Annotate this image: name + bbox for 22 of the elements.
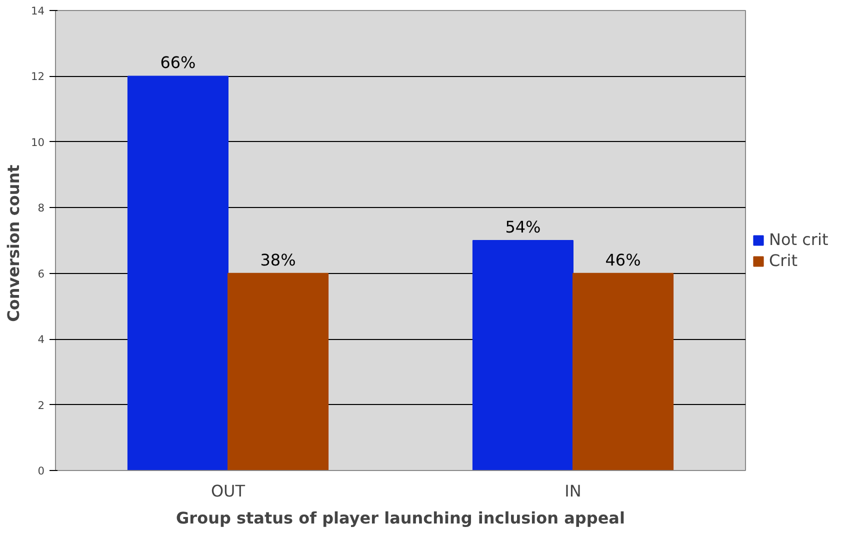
annotation: 54% — [505, 218, 541, 236]
bar — [472, 240, 574, 470]
y-tick-label: 8 — [38, 202, 45, 215]
annotation: 46% — [605, 250, 641, 270]
bar — [572, 272, 674, 470]
y-tick-label: 2 — [38, 398, 44, 412]
y-tick-label: 0 — [38, 464, 45, 478]
x-axis-title: Group status of player launching inclusion appeal — [176, 508, 625, 528]
legend-label: Crit — [769, 251, 798, 270]
y-tick-label: 12 — [30, 70, 45, 84]
y-tick-label: 6 — [38, 267, 45, 280]
y-tick-label: 14 — [30, 4, 45, 18]
bar — [228, 272, 329, 470]
bar — [127, 76, 228, 470]
annotation: 66% — [160, 53, 196, 72]
legend-label: Not crit — [769, 230, 828, 249]
y-axis-title: Conversion count — [4, 164, 23, 322]
x-tick-label: IN — [564, 482, 582, 500]
y-tick-label: 10 — [30, 136, 45, 149]
y-tick-label: 4 — [38, 333, 45, 346]
annotation: 38% — [260, 250, 296, 270]
x-tick-label: OUT — [210, 482, 246, 500]
